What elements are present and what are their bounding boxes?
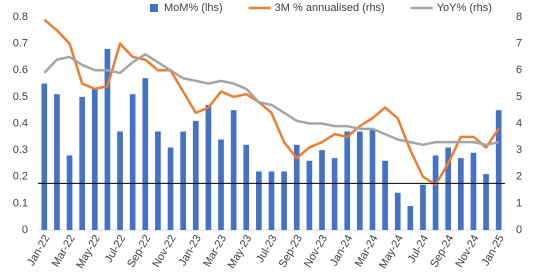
bar (470, 152, 477, 230)
legend-label: 3M % annualised (rhs) (275, 2, 385, 14)
line (43, 53, 499, 147)
bar (420, 184, 426, 230)
bar (243, 144, 250, 230)
x-tick-label: May-24 (377, 233, 406, 271)
bar (205, 104, 212, 230)
x-tick-label: Jul-23 (254, 233, 279, 265)
y2-tick-label: 0 (516, 224, 522, 236)
bar (256, 171, 262, 230)
bar (155, 131, 161, 230)
y-tick-label: 0.1 (13, 197, 28, 209)
x-tick-label: Sep-24 (428, 233, 456, 270)
bar (41, 83, 48, 230)
bar (357, 131, 363, 230)
bar (167, 147, 174, 230)
legend-label: YoY% (rhs) (437, 2, 492, 14)
bar (495, 110, 502, 230)
x-tick-label: Sep-22 (125, 233, 153, 270)
bar (66, 155, 73, 230)
y2-tick-label: 7 (516, 38, 522, 50)
y-tick-label: 0 (22, 224, 28, 236)
bar (281, 171, 287, 230)
x-tick-label: Jan-23 (177, 233, 204, 268)
x-tick-label: Mar-22 (50, 233, 78, 269)
bar (142, 78, 149, 230)
bar (382, 160, 388, 230)
bar (129, 94, 136, 231)
x-tick-label: Nov-23 (302, 233, 330, 270)
y2-tick-label: 3 (516, 144, 522, 156)
y2-tick-label: 5 (516, 91, 522, 103)
bar (79, 96, 86, 230)
y-tick-label: 0.8 (13, 11, 28, 23)
x-tick-label: Mar-24 (353, 233, 381, 269)
x-tick-label: Sep-23 (277, 233, 305, 270)
bar (369, 128, 376, 230)
bar (117, 131, 123, 230)
bar (91, 88, 98, 230)
x-tick-label: Jan-25 (480, 233, 507, 268)
bar (331, 158, 338, 230)
bar (54, 94, 60, 231)
y2-tick-label: 1 (516, 197, 522, 209)
y2-tick-label: 6 (516, 64, 522, 76)
x-tick-label: Nov-24 (453, 233, 481, 270)
x-tick-label: Jan-22 (25, 233, 52, 268)
bar (180, 131, 186, 230)
y2-tick-label: 2 (516, 171, 522, 183)
y-tick-label: 0.2 (13, 171, 28, 183)
x-tick-label: Mar-23 (201, 233, 229, 269)
x-tick-label: Jul-24 (406, 233, 431, 265)
y-tick-label: 0.3 (13, 144, 28, 156)
bar (306, 160, 313, 230)
bar (394, 192, 401, 230)
bar (457, 158, 464, 230)
bar (268, 171, 275, 230)
bar (445, 147, 452, 230)
bar (344, 131, 351, 230)
bar (230, 110, 237, 230)
y-tick-label: 0.4 (13, 117, 28, 129)
y-tick-label: 0.6 (13, 64, 28, 76)
y-tick-label: 0.7 (13, 38, 28, 50)
bar (407, 206, 414, 230)
x-tick-label: Nov-22 (151, 233, 179, 270)
bar (192, 120, 199, 230)
x-tick-label: May-22 (74, 233, 103, 271)
y2-tick-label: 8 (516, 11, 522, 23)
bar (104, 48, 111, 231)
bar (218, 139, 224, 230)
x-tick-label: Jan-24 (328, 233, 355, 268)
legend-swatch (150, 4, 158, 12)
legend-label: MoM% (lhs) (164, 2, 223, 14)
bar (483, 174, 489, 230)
x-tick-label: May-23 (226, 233, 255, 271)
bar (293, 144, 300, 230)
line (43, 18, 500, 186)
bar (319, 150, 325, 230)
y-tick-label: 0.5 (13, 91, 28, 103)
bar (432, 155, 439, 230)
x-tick-label: Jul-22 (103, 233, 128, 265)
y2-tick-label: 4 (516, 117, 522, 129)
